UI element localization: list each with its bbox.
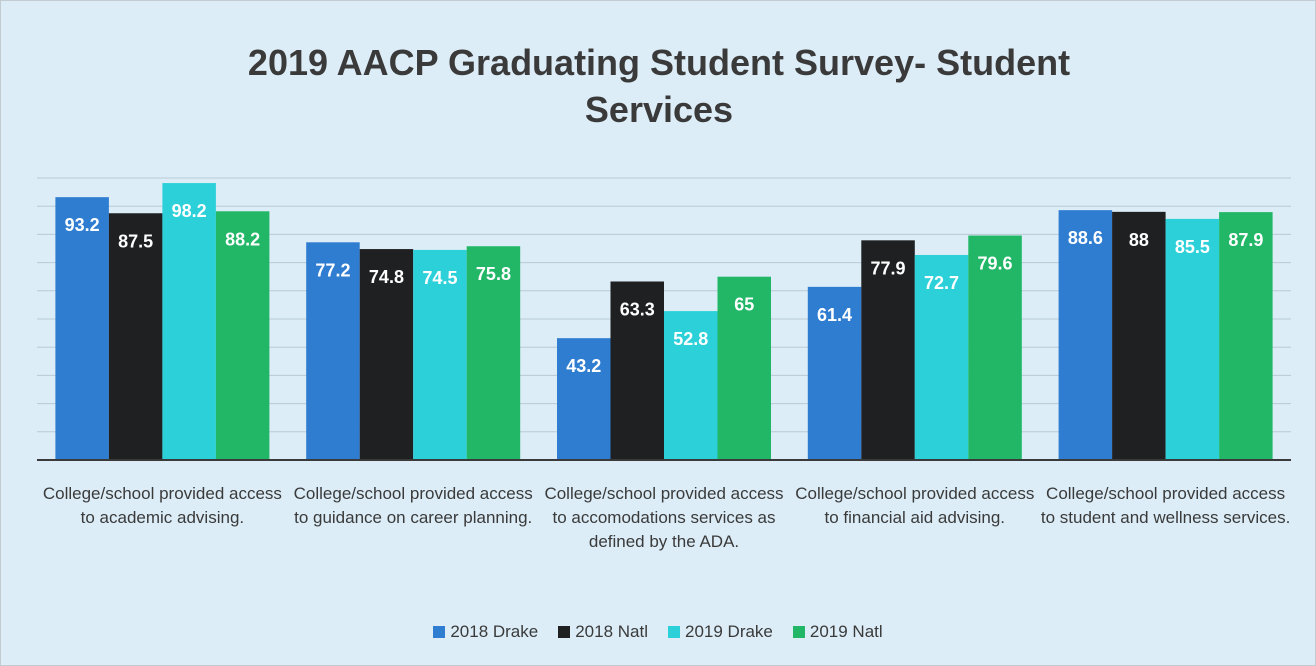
bar — [359, 249, 414, 460]
chart-title: 2019 AACP Graduating Student Survey- Stu… — [247, 42, 1071, 130]
bar — [1165, 218, 1220, 460]
value-label: 43.2 — [566, 356, 601, 376]
x-tick-label: College/school provided access to financ… — [795, 484, 1035, 527]
value-label: 85.5 — [1175, 237, 1210, 257]
legend-item: 2018 Natl — [558, 622, 648, 642]
value-label: 52.8 — [673, 329, 708, 349]
x-tick-label: College/school provided access to accomo… — [544, 484, 784, 551]
bar — [1219, 212, 1273, 460]
value-label: 77.9 — [871, 258, 906, 278]
bar — [610, 281, 664, 460]
bar — [306, 242, 360, 460]
value-label: 63.3 — [620, 299, 655, 319]
legend-swatch — [558, 626, 571, 638]
bar — [162, 183, 216, 461]
value-label: 88 — [1129, 230, 1149, 250]
value-label: 87.9 — [1228, 230, 1263, 250]
bar — [968, 235, 1022, 460]
bar — [1058, 210, 1113, 460]
legend-item: 2019 Natl — [792, 622, 883, 642]
legend-swatch — [792, 626, 805, 638]
value-label: 79.6 — [978, 254, 1013, 274]
legend-label: 2018 Drake — [450, 622, 539, 641]
bar — [466, 246, 521, 460]
value-label: 75.8 — [476, 264, 511, 284]
legend-label: 2018 Natl — [575, 622, 648, 641]
value-label: 98.2 — [172, 201, 207, 221]
legend-label: 2019 Drake — [685, 622, 773, 641]
value-label: 65 — [734, 295, 754, 315]
bar — [664, 311, 718, 460]
legend-item: 2018 Drake — [433, 622, 538, 642]
bar — [215, 211, 270, 460]
legend-label: 2019 Natl — [809, 622, 883, 641]
bar — [914, 254, 969, 460]
legend-swatch — [433, 626, 446, 638]
bar — [807, 286, 862, 460]
x-tick-label: College/school provided access to guidan… — [293, 484, 533, 527]
value-label: 61.4 — [817, 305, 852, 325]
value-label: 87.5 — [118, 231, 153, 251]
legend-item: 2019 Drake — [668, 622, 773, 642]
bar — [1112, 211, 1166, 460]
value-label: 74.8 — [369, 267, 404, 287]
bar — [413, 249, 467, 460]
value-label: 72.7 — [924, 273, 959, 293]
bar — [55, 197, 109, 460]
x-tick-label: College/school provided access to academ… — [42, 484, 282, 527]
bar — [717, 276, 771, 460]
bar — [557, 338, 611, 460]
value-label: 88.6 — [1068, 228, 1103, 248]
value-label: 88.2 — [225, 229, 260, 249]
bar — [108, 213, 163, 460]
legend: 2018 Drake 2018 Natl 2019 Drake 2019 Natl — [1, 622, 1315, 642]
bar — [861, 240, 915, 460]
value-label: 74.5 — [422, 268, 457, 288]
legend-swatch — [668, 626, 680, 638]
x-tick-label: College/school provided access to studen… — [1040, 484, 1291, 527]
value-label: 93.2 — [65, 215, 100, 235]
value-label: 77.2 — [315, 260, 350, 280]
